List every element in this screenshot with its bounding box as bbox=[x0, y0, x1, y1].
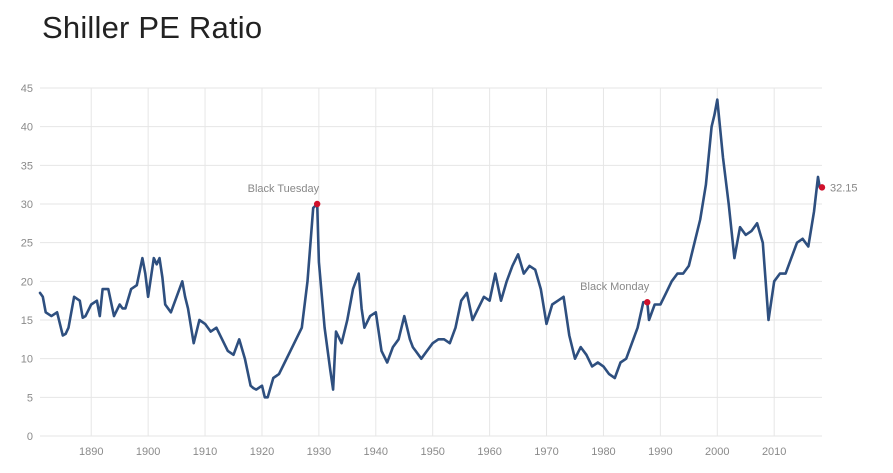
x-tick-label: 2010 bbox=[762, 446, 786, 458]
y-tick-label: 20 bbox=[21, 276, 33, 288]
x-tick-label: 1890 bbox=[79, 446, 103, 458]
y-tick-label: 35 bbox=[21, 160, 33, 172]
annotation-markers: Black Tuesday Black Monday 32.15 bbox=[248, 182, 858, 306]
x-tick-label: 1940 bbox=[364, 446, 388, 458]
series-line bbox=[38, 98, 824, 399]
y-tick-label: 5 bbox=[27, 392, 33, 404]
x-tick-label: 1900 bbox=[136, 446, 160, 458]
x-tick-label: 1980 bbox=[591, 446, 615, 458]
x-axis-ticks: 1890 1900 1910 1920 1930 1940 1950 1960 1970 1980… bbox=[79, 446, 786, 458]
x-tick-label: 1920 bbox=[250, 446, 274, 458]
annotation-label: Black Monday bbox=[580, 281, 650, 293]
chart-title: Shiller PE Ratio bbox=[42, 10, 263, 45]
x-tick-label: 2000 bbox=[705, 446, 729, 458]
x-tick-label: 1960 bbox=[477, 446, 501, 458]
x-tick-label: 1990 bbox=[648, 446, 672, 458]
latest-value-label: 32.15 bbox=[830, 182, 858, 194]
annotation-label: Black Tuesday bbox=[248, 183, 320, 195]
series-group bbox=[38, 98, 824, 399]
y-tick-label: 10 bbox=[21, 354, 33, 366]
x-tick-label: 1930 bbox=[307, 446, 331, 458]
annotation-marker bbox=[313, 200, 321, 208]
y-tick-label: 25 bbox=[21, 238, 33, 250]
y-tick-label: 45 bbox=[21, 83, 33, 95]
x-tick-label: 1910 bbox=[193, 446, 217, 458]
x-tick-label: 1970 bbox=[534, 446, 558, 458]
y-tick-label: 40 bbox=[21, 122, 33, 134]
annotation-marker bbox=[644, 299, 651, 306]
y-axis-ticks: 0 5 10 15 20 25 30 35 40 45 bbox=[21, 83, 33, 443]
latest-value-marker bbox=[818, 184, 826, 191]
y-tick-label: 30 bbox=[21, 199, 33, 211]
y-tick-label: 15 bbox=[21, 315, 33, 327]
x-tick-label: 1950 bbox=[420, 446, 444, 458]
y-tick-label: 0 bbox=[27, 431, 33, 443]
